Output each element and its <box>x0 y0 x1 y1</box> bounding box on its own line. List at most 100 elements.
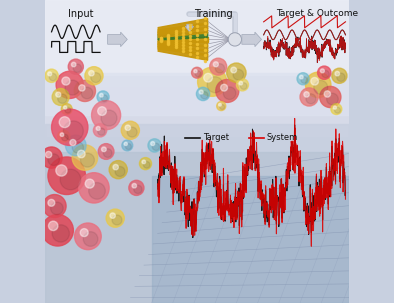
Circle shape <box>124 142 127 145</box>
Circle shape <box>48 199 55 206</box>
Circle shape <box>337 73 345 82</box>
Circle shape <box>52 109 88 145</box>
Circle shape <box>304 92 309 97</box>
Circle shape <box>85 179 94 188</box>
Circle shape <box>56 165 67 176</box>
Circle shape <box>239 81 243 85</box>
Circle shape <box>112 215 122 225</box>
Circle shape <box>122 140 133 151</box>
Circle shape <box>151 142 155 145</box>
Circle shape <box>219 103 221 106</box>
Circle shape <box>74 80 95 102</box>
Bar <box>45 76 349 136</box>
Circle shape <box>48 157 85 195</box>
Circle shape <box>103 149 112 158</box>
Polygon shape <box>158 46 208 60</box>
Circle shape <box>301 77 308 83</box>
Circle shape <box>121 121 139 139</box>
Circle shape <box>56 92 61 97</box>
Circle shape <box>297 73 309 85</box>
Circle shape <box>100 93 103 97</box>
Circle shape <box>45 69 58 82</box>
Circle shape <box>195 71 201 77</box>
Circle shape <box>71 62 76 67</box>
Circle shape <box>223 87 236 99</box>
Circle shape <box>102 147 106 152</box>
Polygon shape <box>158 28 208 38</box>
Circle shape <box>207 77 223 93</box>
Circle shape <box>320 86 341 108</box>
Circle shape <box>201 92 208 99</box>
Circle shape <box>60 133 64 136</box>
Circle shape <box>58 94 67 103</box>
Circle shape <box>58 130 70 142</box>
Circle shape <box>125 125 130 131</box>
Text: Target: Target <box>203 133 229 142</box>
Circle shape <box>45 152 52 158</box>
Text: Training: Training <box>194 9 233 19</box>
Circle shape <box>101 110 117 126</box>
Circle shape <box>129 180 144 195</box>
Text: Target & Outcome: Target & Outcome <box>276 9 358 18</box>
Circle shape <box>73 64 82 72</box>
Circle shape <box>48 72 52 76</box>
Circle shape <box>139 158 152 170</box>
Circle shape <box>318 66 331 79</box>
Circle shape <box>199 90 203 94</box>
Circle shape <box>74 223 101 250</box>
Circle shape <box>68 59 84 74</box>
Circle shape <box>59 117 70 128</box>
Circle shape <box>91 101 121 130</box>
Circle shape <box>148 139 161 152</box>
Circle shape <box>332 68 347 83</box>
Circle shape <box>142 160 146 164</box>
Circle shape <box>72 145 98 170</box>
Circle shape <box>221 84 227 91</box>
Circle shape <box>228 33 242 46</box>
Circle shape <box>97 91 109 103</box>
Circle shape <box>210 58 227 75</box>
Circle shape <box>219 105 225 109</box>
Circle shape <box>305 72 331 98</box>
Circle shape <box>80 228 88 237</box>
Circle shape <box>109 161 127 179</box>
Circle shape <box>233 69 243 80</box>
Polygon shape <box>158 23 208 35</box>
Circle shape <box>79 173 109 203</box>
Polygon shape <box>158 32 208 40</box>
Circle shape <box>89 71 94 76</box>
Polygon shape <box>158 18 208 33</box>
Circle shape <box>115 166 125 176</box>
Circle shape <box>240 83 247 89</box>
Circle shape <box>335 107 340 113</box>
Circle shape <box>91 73 101 83</box>
Circle shape <box>63 106 67 109</box>
Circle shape <box>311 78 318 85</box>
Circle shape <box>198 67 227 96</box>
Circle shape <box>101 95 108 102</box>
Bar <box>45 124 349 170</box>
Bar <box>45 152 349 303</box>
Circle shape <box>48 221 58 231</box>
Circle shape <box>106 209 124 227</box>
Circle shape <box>132 183 137 188</box>
Text: System: System <box>267 133 298 142</box>
Circle shape <box>125 144 132 149</box>
Bar <box>152 176 349 303</box>
Circle shape <box>43 195 66 218</box>
Circle shape <box>78 150 85 158</box>
Bar <box>45 0 349 85</box>
Circle shape <box>300 88 318 106</box>
Circle shape <box>60 169 81 190</box>
Circle shape <box>41 147 62 168</box>
Circle shape <box>134 185 142 194</box>
Circle shape <box>320 69 324 73</box>
Circle shape <box>52 225 69 242</box>
Circle shape <box>236 79 249 91</box>
Circle shape <box>215 64 225 73</box>
Circle shape <box>89 182 105 199</box>
Circle shape <box>70 139 76 146</box>
Circle shape <box>143 161 150 168</box>
Circle shape <box>42 215 73 246</box>
Circle shape <box>204 73 212 82</box>
